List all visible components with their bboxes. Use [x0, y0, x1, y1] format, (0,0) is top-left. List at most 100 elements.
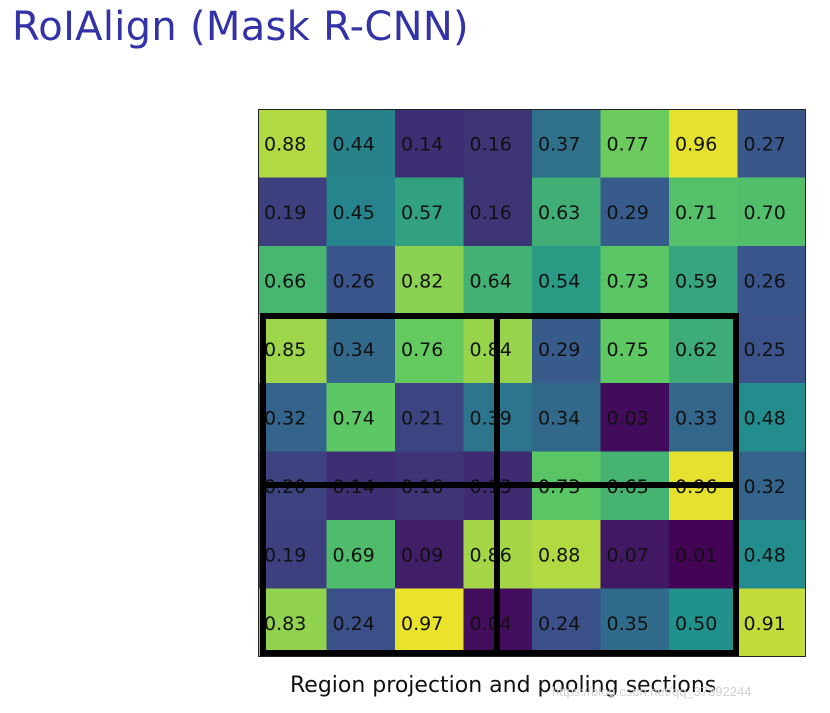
- grid-cell: [737, 177, 806, 247]
- grid-cell: [669, 246, 738, 315]
- grid-cell-value: 0.54: [538, 270, 580, 292]
- grid-cell-value: 0.34: [333, 339, 375, 361]
- grid-cell: [463, 246, 533, 315]
- grid-cell: [669, 314, 738, 384]
- grid-cell-value: 0.91: [744, 613, 786, 635]
- grid-cell-value: 0.76: [401, 339, 443, 361]
- grid-cell-value: 0.88: [264, 133, 306, 155]
- grid-cell: [600, 109, 670, 178]
- grid-frame: [258, 109, 806, 657]
- grid-cell: [532, 246, 601, 315]
- grid-cell: [532, 109, 601, 178]
- grid-cell-value: 0.70: [744, 202, 786, 224]
- grid-cell: [258, 383, 327, 452]
- grid-cell: [395, 383, 464, 452]
- grid-cell-value: 0.97: [401, 613, 443, 635]
- grid-cell-value: 0.96: [675, 133, 717, 155]
- grid-cell-value: 0.04: [470, 613, 512, 635]
- grid-cell: [737, 520, 806, 589]
- grid-cell: [669, 109, 738, 178]
- grid-cell: [395, 588, 464, 657]
- grid-cell: [669, 520, 738, 589]
- grid-cell: [737, 109, 806, 178]
- grid-cell-value: 0.86: [470, 544, 512, 566]
- grid-cell-value: 0.71: [675, 202, 717, 224]
- grid-cell-value: 0.77: [607, 133, 649, 155]
- grid-cell-value: 0.69: [333, 544, 375, 566]
- grid-cell: [258, 246, 327, 315]
- grid-cell-value: 0.09: [401, 544, 443, 566]
- grid-cell-value: 0.29: [538, 339, 580, 361]
- grid-cell-value: 0.44: [333, 133, 375, 155]
- grid-cell: [532, 314, 601, 384]
- grid-cell-value: 0.62: [675, 339, 717, 361]
- grid-cell: [258, 520, 327, 589]
- grid-cell-value: 0.39: [470, 407, 512, 429]
- grid-cell-value: 0.16: [470, 202, 512, 224]
- grid-cell-value: 0.21: [401, 407, 443, 429]
- grid-cell-value: 0.66: [264, 270, 306, 292]
- grid-cell-value: 0.50: [675, 613, 717, 635]
- grid-cell-value: 0.25: [744, 339, 786, 361]
- grid-cell-value: 0.63: [538, 202, 580, 224]
- grid-cell: [258, 314, 327, 384]
- grid-cell: [532, 383, 601, 452]
- grid-cell-value: 0.57: [401, 202, 443, 224]
- grid-cell: [669, 383, 738, 452]
- grid-cell-value: 0.24: [538, 613, 580, 635]
- grid-cell-value: 0.85: [264, 339, 306, 361]
- grid-cell-value: 0.33: [675, 407, 717, 429]
- grid-cell: [737, 383, 806, 452]
- grid-cell-value: 0.07: [607, 544, 649, 566]
- grid-cell: [326, 109, 396, 178]
- grid-cell-value: 0.88: [538, 544, 580, 566]
- grid-cell: [600, 383, 670, 452]
- grid-cell: [463, 177, 533, 247]
- grid-cell-value: 0.59: [675, 270, 717, 292]
- grid-cell: [326, 520, 396, 589]
- grid-cell-value: 0.45: [333, 202, 375, 224]
- grid-cell: [532, 520, 601, 589]
- grid-cell: [395, 246, 464, 315]
- grid-cell: [258, 177, 327, 247]
- grid-cell: [395, 520, 464, 589]
- grid-cell: [395, 109, 464, 178]
- grid-cell: [258, 588, 327, 657]
- grid-cell: [600, 314, 670, 384]
- grid-cell-value: 0.84: [470, 339, 512, 361]
- grid-cell: [326, 588, 396, 657]
- grid-cell: [532, 588, 601, 657]
- grid-cell-value: 0.32: [744, 476, 786, 498]
- grid-cell-value: 0.37: [538, 133, 580, 155]
- grid-cell-value: 0.26: [333, 270, 375, 292]
- grid-cell-value: 0.48: [744, 544, 786, 566]
- watermark: https://blog.csdn.net/qq_37392244: [552, 684, 752, 699]
- grid-cell-value: 0.29: [607, 202, 649, 224]
- grid-cell: [737, 314, 806, 384]
- grid-cell: [395, 314, 464, 384]
- grid-cell-value: 0.74: [333, 407, 375, 429]
- grid-cell: [532, 177, 601, 247]
- grid-cell-value: 0.48: [744, 407, 786, 429]
- grid-cell: [326, 383, 396, 452]
- grid-cell-value: 0.14: [401, 133, 443, 155]
- grid-cell-value: 0.64: [470, 270, 512, 292]
- grid-cell-value: 0.35: [607, 613, 649, 635]
- grid-cell: [669, 177, 738, 247]
- grid-cell-value: 0.16: [470, 133, 512, 155]
- grid-cell-value: 0.83: [264, 613, 306, 635]
- grid-cell: [737, 451, 806, 521]
- grid-cell-value: 0.73: [607, 270, 649, 292]
- grid-cell-value: 0.01: [675, 544, 717, 566]
- grid-cell: [395, 177, 464, 247]
- region-projection: [260, 313, 739, 656]
- grid-cell-value: 0.19: [264, 544, 306, 566]
- grid-cell: [258, 109, 327, 178]
- grid-cell: [600, 177, 670, 247]
- grid-cell-value: 0.32: [264, 407, 306, 429]
- grid-cell: [737, 246, 806, 315]
- grid-cell-value: 0.24: [333, 613, 375, 635]
- grid-cell-value: 0.27: [744, 133, 786, 155]
- figure-caption: Region projection and pooling sections: [290, 673, 717, 698]
- grid-cell: [600, 246, 670, 315]
